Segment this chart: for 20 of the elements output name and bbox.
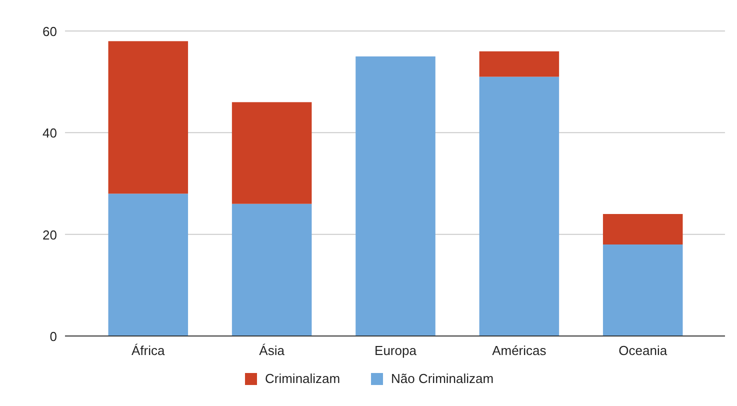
y-tick-label: 60: [42, 24, 57, 39]
bar: [108, 194, 188, 336]
y-tick-label: 20: [42, 227, 57, 242]
bar: [602, 214, 683, 244]
bar: [108, 41, 188, 194]
x-tick-label: África: [132, 343, 166, 358]
bar: [479, 76, 560, 336]
bar: [232, 102, 312, 204]
x-tick-label: Oceania: [618, 343, 668, 358]
y-tick-label: 0: [50, 329, 57, 344]
x-tick-label: Europa: [374, 343, 418, 358]
bar: [602, 244, 683, 336]
x-tick-label: Ásia: [259, 343, 286, 358]
x-tick-label: Américas: [492, 343, 547, 358]
legend-label: Não Criminalizam: [391, 371, 494, 386]
bar: [356, 56, 436, 336]
bar: [479, 51, 560, 77]
y-tick-label: 40: [42, 126, 57, 141]
legend-label: Criminalizam: [265, 371, 340, 386]
bar: [232, 204, 312, 336]
